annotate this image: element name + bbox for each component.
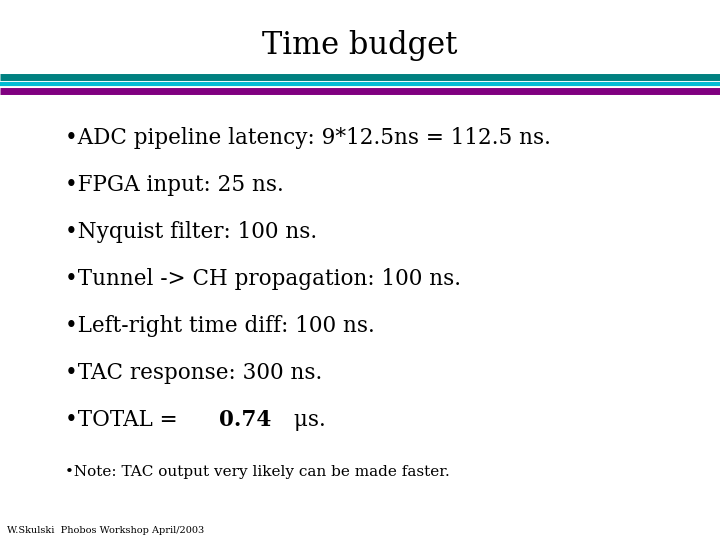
Text: •ADC pipeline latency: 9*12.5ns = 112.5 ns.: •ADC pipeline latency: 9*12.5ns = 112.5 … [65, 127, 551, 148]
Text: 0.74: 0.74 [219, 409, 271, 430]
Text: W.Skulski  Phobos Workshop April/2003: W.Skulski Phobos Workshop April/2003 [7, 525, 204, 535]
Text: •Left-right time diff: 100 ns.: •Left-right time diff: 100 ns. [65, 315, 374, 336]
Text: •Tunnel -> CH propagation: 100 ns.: •Tunnel -> CH propagation: 100 ns. [65, 268, 461, 289]
Text: •Note: TAC output very likely can be made faster.: •Note: TAC output very likely can be mad… [65, 465, 449, 479]
Text: •FPGA input: 25 ns.: •FPGA input: 25 ns. [65, 174, 284, 195]
Text: •Nyquist filter: 100 ns.: •Nyquist filter: 100 ns. [65, 221, 317, 242]
Text: •TAC response: 300 ns.: •TAC response: 300 ns. [65, 362, 322, 383]
Text: μs.: μs. [287, 409, 325, 430]
Text: •TOTAL =: •TOTAL = [65, 409, 184, 430]
Text: Time budget: Time budget [262, 30, 458, 60]
